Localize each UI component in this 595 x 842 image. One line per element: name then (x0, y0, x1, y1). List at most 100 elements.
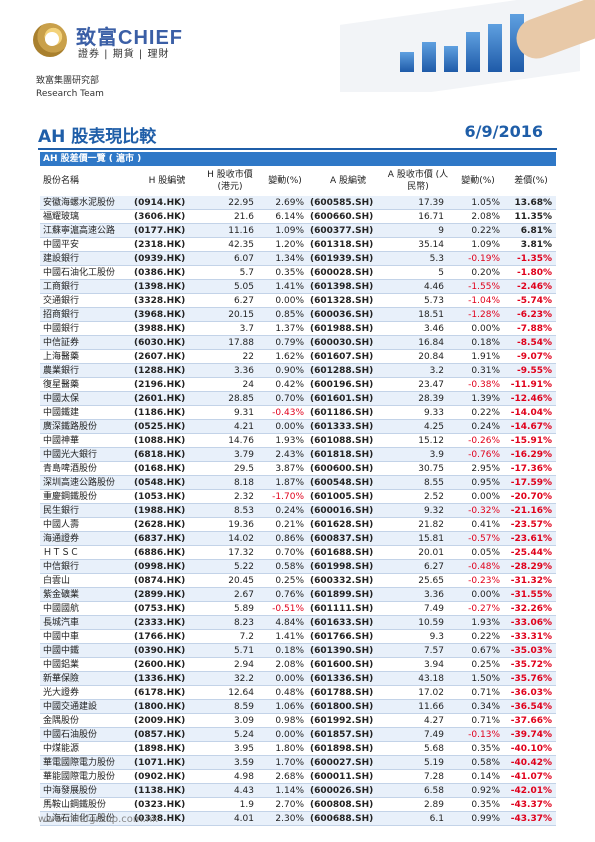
table-row: 福耀玻璃 (3606.HK) 21.6 6.14% (600660.SH) 16.71 2.… (40, 210, 557, 224)
cell-name: 中信銀行 (40, 559, 134, 574)
cell-name: 中國中車 (43, 631, 80, 642)
table-row: 深圳高速公路股份 (0548.HK) 8.18 1.87% (600548.SH) 8.5… (40, 475, 557, 490)
cell-h-price: 42.35 (228, 239, 254, 250)
cell-a-change: 1.93% (450, 615, 506, 630)
cell-a-price: 5.19 (386, 755, 450, 770)
cell-h-change: 0.21% (275, 519, 304, 530)
cell-name: 招商銀行 (40, 307, 134, 322)
cell-a-price: 25.65 (418, 575, 444, 586)
cell-h-price: 4.98 (233, 771, 254, 782)
cell-h-change: 2.30% (260, 811, 310, 826)
cell-h-code: (1186.HK) (134, 407, 186, 418)
cell-a-price: 7.28 (423, 771, 444, 782)
cell-a-change: 0.25% (471, 659, 500, 670)
cell-h-code: (1988.HK) (134, 503, 200, 518)
cell-a-price: 9.33 (423, 407, 444, 418)
cell-a-change: -0.26% (468, 435, 500, 446)
cell-h-change: 0.85% (260, 307, 310, 322)
cell-premium: -33.31% (510, 631, 553, 642)
cell-premium: -1.35% (506, 251, 557, 266)
cell-a-price: 11.66 (386, 699, 450, 714)
cell-h-price: 3.36 (200, 363, 260, 378)
cell-premium: -40.10% (510, 743, 553, 754)
table-row: 紫金礦業 (2899.HK) 2.67 0.76% (601899.SH) 3.36 0.0… (40, 587, 557, 602)
cell-h-change: 0.79% (260, 335, 310, 350)
cell-h-code: (2601.HK) (134, 391, 200, 406)
cell-h-change: 1.20% (275, 239, 304, 250)
cell-premium: 13.68% (506, 196, 557, 210)
cell-h-code: (0390.HK) (134, 643, 200, 658)
cell-a-price: 15.81 (386, 531, 450, 546)
cell-a-code: (601818.SH) (310, 447, 386, 462)
cell-h-price: 28.85 (200, 391, 260, 406)
cell-a-code: (601005.SH) (310, 491, 374, 502)
cell-a-code: (601601.SH) (310, 391, 386, 406)
cell-h-price: 21.6 (233, 211, 254, 222)
cell-a-price: 6.1 (386, 811, 450, 826)
cell-h-code: (0874.HK) (134, 575, 186, 586)
cell-a-change: 1.09% (471, 239, 500, 250)
cell-name: 中國平安 (43, 239, 80, 250)
cell-h-code: (3968.HK) (134, 307, 200, 322)
cell-name: 深圳高速公路股份 (40, 475, 134, 490)
cell-a-price: 2.52 (423, 491, 444, 502)
cell-a-code: (600600.SH) (310, 463, 374, 474)
cell-name: 中國石油股份 (40, 727, 134, 742)
brand-logo-icon (33, 23, 67, 57)
cell-h-code: (0914.HK) (134, 196, 200, 210)
cell-premium: -40.42% (506, 755, 557, 770)
cell-a-code: (600808.SH) (310, 799, 374, 810)
cell-h-change: 0.35% (275, 267, 304, 278)
cell-a-change: 1.50% (450, 671, 506, 686)
cell-a-code: (600027.SH) (310, 755, 386, 770)
cell-a-change: 0.18% (450, 335, 506, 350)
table-row: 新華保險 (1336.HK) 32.2 0.00% (601336.SH) 43.18 1.… (40, 671, 557, 686)
cell-h-change: 0.24% (260, 503, 310, 518)
cell-h-change: 0.90% (260, 363, 310, 378)
cell-a-change: 1.39% (450, 391, 506, 406)
cell-name: 中信証券 (40, 335, 134, 350)
cell-a-change: -1.28% (450, 307, 506, 322)
cell-h-price: 2.32 (233, 491, 254, 502)
cell-a-code: (600688.SH) (310, 811, 386, 826)
cell-a-change: -0.27% (468, 603, 500, 614)
cell-h-change: 0.70% (275, 547, 304, 558)
cell-a-change: 0.20% (471, 267, 500, 278)
cell-a-code: (601628.SH) (310, 519, 374, 530)
cell-h-change: 0.76% (260, 587, 310, 602)
cell-a-code: (601898.SH) (310, 743, 374, 754)
cell-a-price: 8.55 (386, 475, 450, 490)
table-row: 長城汽車 (2333.HK) 8.23 4.84% (601633.SH) 10.59 1.… (40, 615, 557, 630)
cell-a-price: 16.84 (386, 335, 450, 350)
cell-a-change: -1.55% (450, 279, 506, 294)
cell-a-change: 0.05% (471, 547, 500, 558)
cell-name: 復星醫藥 (43, 379, 80, 390)
cell-h-change: 0.48% (275, 687, 304, 698)
cell-a-code: (601088.SH) (310, 435, 374, 446)
cell-a-change: 0.22% (450, 223, 506, 238)
cell-a-code: (601988.SH) (310, 323, 374, 334)
cell-h-price: 20.15 (200, 307, 260, 322)
table-row: 中國石油化工股份 (0386.HK) 5.7 0.35% (600028.SH) 5 0.2… (40, 266, 557, 280)
cell-premium: -28.29% (506, 559, 557, 574)
cell-h-change: -0.43% (272, 407, 304, 418)
cell-premium: -35.03% (506, 643, 557, 658)
cell-a-price: 17.02 (418, 687, 444, 698)
cell-h-code: (6886.HK) (134, 547, 186, 558)
report-title: AH 股表現比較 (38, 127, 157, 147)
cell-name: 海通證券 (40, 531, 134, 546)
cell-h-price: 3.09 (233, 715, 254, 726)
table-row: 交通銀行 (3328.HK) 6.27 0.00% (601328.SH) 5.73 -1.… (40, 294, 557, 308)
cell-a-price: 16.71 (418, 211, 444, 222)
cell-a-code: (601111.SH) (310, 603, 374, 614)
cell-h-code: (1336.HK) (134, 671, 200, 686)
cell-a-price: 6.27 (386, 559, 450, 574)
cell-h-price: 6.27 (233, 295, 254, 306)
cell-h-price: 14.76 (228, 435, 254, 446)
cell-a-code: (601336.SH) (310, 671, 386, 686)
table-row: 中信証券 (6030.HK) 17.88 0.79% (600030.SH) 16.84 0… (40, 335, 557, 350)
table-row: 工商銀行 (1398.HK) 5.05 1.41% (601398.SH) 4.46 -1.… (40, 279, 557, 294)
brand-name: 致富CHIEF (76, 27, 183, 49)
cell-h-change: 1.41% (275, 631, 304, 642)
cell-a-change: -0.32% (450, 503, 506, 518)
